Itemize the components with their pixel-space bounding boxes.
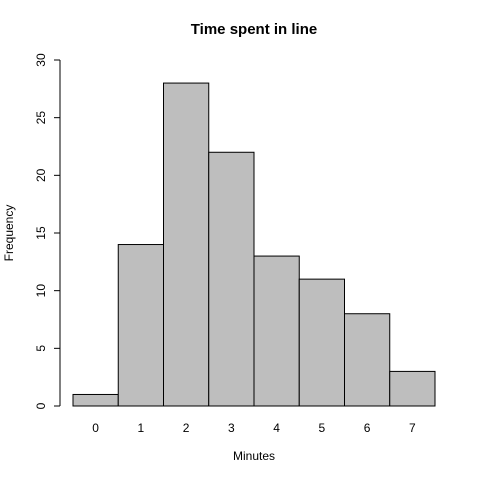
bar — [72, 393, 119, 407]
bar — [117, 244, 164, 407]
bar — [298, 278, 345, 407]
x-axis-label: Minutes — [233, 449, 275, 463]
x-tick-label: 3 — [228, 421, 235, 435]
x-tick-label: 2 — [183, 421, 190, 435]
x-tick-label: 7 — [409, 421, 416, 435]
x-tick-label: 4 — [273, 421, 280, 435]
x-tick-label: 5 — [319, 421, 326, 435]
y-tick-label: 30 — [34, 53, 48, 67]
x-tick-label: 0 — [92, 421, 99, 435]
y-tick-label: 20 — [34, 168, 48, 182]
x-tick-label: 1 — [138, 421, 145, 435]
bar — [389, 370, 436, 407]
y-tick-label: 10 — [34, 284, 48, 298]
y-tick-label: 25 — [34, 111, 48, 125]
bar — [253, 255, 300, 407]
chart-title: Time spent in line — [191, 21, 317, 38]
bar — [163, 82, 210, 407]
bar — [208, 151, 255, 407]
y-tick-label: 15 — [34, 226, 48, 240]
x-tick-label: 6 — [364, 421, 371, 435]
bar — [344, 313, 391, 407]
y-tick-label: 0 — [34, 402, 48, 409]
y-tick-label: 5 — [34, 345, 48, 352]
y-axis-label: Frequency — [2, 205, 16, 262]
